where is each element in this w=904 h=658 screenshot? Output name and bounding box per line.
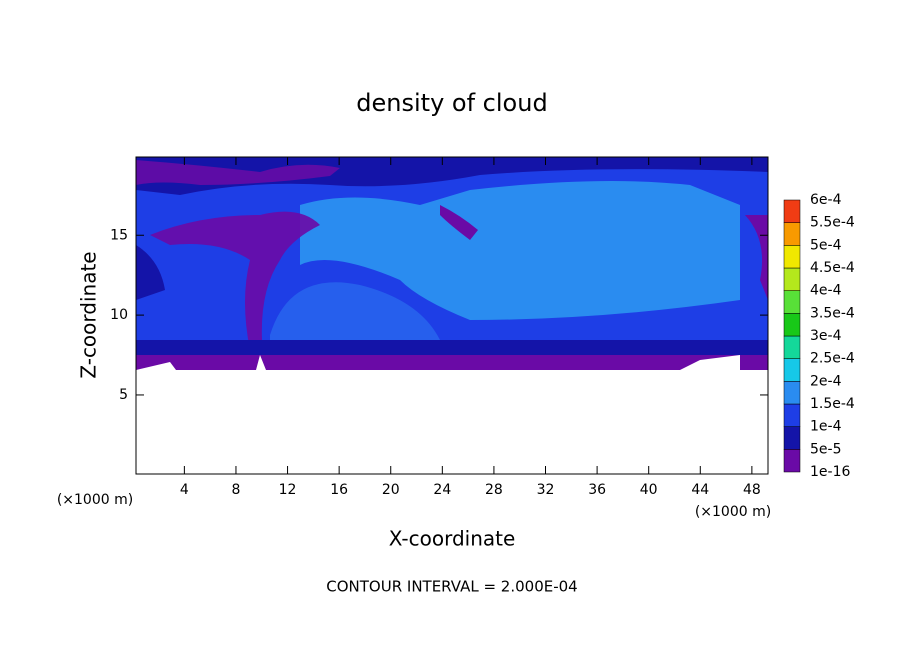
x-tick-label: 16	[330, 482, 348, 498]
x-tick-label: 44	[691, 482, 709, 498]
colorbar-label: 3.5e-4	[810, 305, 855, 321]
x-tick-label: 28	[485, 482, 503, 498]
x-tick-label: 12	[279, 482, 297, 498]
y-unit-label: (×1000 m)	[57, 492, 133, 508]
colorbar-label: 4.5e-4	[810, 260, 855, 276]
colorbar-segment	[783, 426, 801, 450]
colorbar-label: 1.5e-4	[810, 396, 855, 412]
colorbar-label: 5.5e-4	[810, 215, 855, 231]
colorbar-label: 5e-4	[810, 237, 842, 253]
colorbar-label: 4e-4	[810, 283, 842, 299]
colorbar-segment	[783, 403, 801, 427]
colorbar-segment	[783, 267, 801, 291]
colorbar-segment	[783, 222, 801, 246]
colorbar-segment	[783, 290, 801, 314]
colorbar-segment	[783, 449, 801, 473]
colorbar-segment	[783, 313, 801, 337]
colorbar-label: 1e-4	[810, 419, 842, 435]
contour-interval: CONTOUR INTERVAL = 2.000E-04	[326, 578, 577, 596]
x-tick-label: 20	[382, 482, 400, 498]
x-axis-label: X-coordinate	[389, 527, 516, 551]
x-tick-label: 4	[180, 482, 189, 498]
x-tick-label: 36	[588, 482, 606, 498]
colorbar-label: 5e-5	[810, 441, 841, 457]
colorbar-label: 1e-16	[810, 464, 850, 480]
colorbar-label: 2.5e-4	[810, 351, 855, 367]
x-tick-label: 8	[231, 482, 240, 498]
chart-title: density of cloud	[356, 89, 547, 117]
y-tick-label: 15	[110, 227, 128, 243]
contour-field	[136, 157, 768, 474]
colorbar-label: 6e-4	[810, 192, 842, 208]
colorbar-segment	[783, 335, 801, 359]
colorbar-segment	[783, 245, 801, 269]
x-tick-label: 24	[433, 482, 451, 498]
y-tick-label: 5	[119, 387, 128, 403]
colorbar-segment	[783, 358, 801, 382]
x-unit-label: (×1000 m)	[695, 504, 771, 520]
colorbar-segment	[783, 381, 801, 405]
colorbar-label: 2e-4	[810, 373, 842, 389]
x-tick-label: 40	[640, 482, 658, 498]
y-axis-label: Z-coordinate	[77, 251, 101, 378]
x-tick-label: 48	[743, 482, 761, 498]
y-tick-label: 10	[110, 307, 128, 323]
colorbar-segment	[783, 199, 801, 223]
colorbar-label: 3e-4	[810, 328, 842, 344]
x-tick-label: 32	[537, 482, 555, 498]
